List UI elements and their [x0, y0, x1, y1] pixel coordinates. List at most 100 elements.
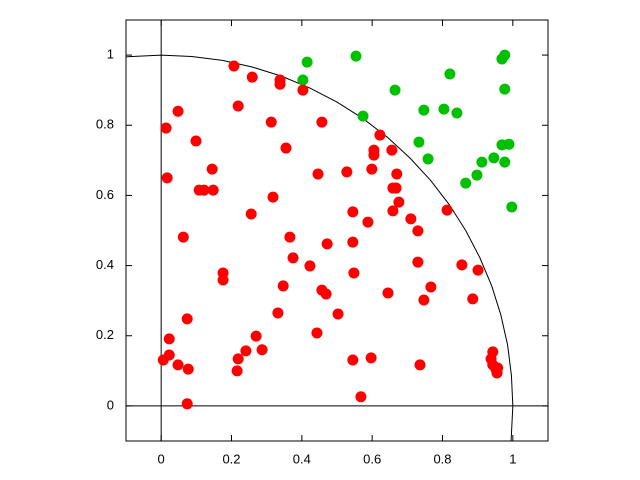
- point: [280, 142, 292, 154]
- point: [389, 84, 401, 96]
- point: [362, 216, 374, 228]
- point: [347, 354, 359, 366]
- point: [190, 135, 202, 147]
- point: [228, 60, 240, 72]
- point: [240, 345, 252, 357]
- point: [177, 231, 189, 243]
- point: [332, 308, 344, 320]
- point: [265, 116, 277, 128]
- point: [368, 149, 380, 161]
- point: [413, 136, 425, 148]
- x-tick-label: 0.4: [293, 451, 311, 466]
- point: [425, 281, 437, 293]
- point: [287, 252, 299, 264]
- point: [444, 68, 456, 80]
- point: [374, 129, 386, 141]
- point: [391, 168, 403, 180]
- point: [232, 353, 244, 365]
- plot-border: [125, 19, 549, 442]
- point: [499, 156, 511, 168]
- point: [311, 327, 323, 339]
- point: [181, 398, 193, 410]
- point: [386, 144, 398, 156]
- point: [217, 274, 229, 286]
- point: [499, 83, 511, 95]
- point: [297, 74, 309, 86]
- point: [382, 287, 394, 299]
- point: [267, 191, 279, 203]
- point: [355, 391, 367, 403]
- point: [181, 313, 193, 325]
- point: [321, 238, 333, 250]
- point: [172, 359, 184, 371]
- point: [341, 166, 353, 178]
- x-tick-label: 0.6: [363, 451, 381, 466]
- point: [467, 293, 479, 305]
- point: [472, 264, 484, 276]
- point: [198, 184, 210, 196]
- point: [422, 153, 434, 165]
- point: [405, 213, 417, 225]
- y-tick-label: 1: [107, 47, 114, 62]
- point: [347, 206, 359, 218]
- point: [414, 359, 426, 371]
- point: [412, 256, 424, 268]
- point: [441, 204, 453, 216]
- point: [476, 156, 488, 168]
- point: [250, 330, 262, 342]
- point: [231, 365, 243, 377]
- point: [304, 260, 316, 272]
- point: [207, 184, 219, 196]
- point: [256, 344, 268, 356]
- x-tick-label: 1: [509, 451, 516, 466]
- point: [357, 110, 369, 122]
- point: [471, 169, 483, 181]
- point: [503, 138, 515, 150]
- point: [160, 122, 172, 134]
- point: [418, 294, 430, 306]
- x-tick-label: 0.8: [433, 451, 451, 466]
- point: [246, 71, 258, 83]
- point: [496, 53, 508, 65]
- point: [277, 280, 289, 292]
- point: [161, 172, 173, 184]
- point: [456, 259, 468, 271]
- point: [232, 100, 244, 112]
- point: [206, 163, 218, 175]
- point: [418, 104, 430, 116]
- point: [163, 333, 175, 345]
- y-tick-label: 0.6: [96, 187, 114, 202]
- point: [393, 196, 405, 208]
- point: [412, 225, 424, 237]
- point: [387, 182, 399, 194]
- y-tick-label: 0: [107, 397, 114, 412]
- point: [350, 50, 362, 62]
- point: [492, 362, 504, 374]
- point: [182, 363, 194, 375]
- point: [157, 354, 169, 366]
- point: [312, 168, 324, 180]
- point: [438, 103, 450, 115]
- point: [506, 201, 518, 213]
- x-tick-label: 0.2: [222, 451, 240, 466]
- point: [451, 107, 463, 119]
- x-tick-label: 0: [158, 451, 165, 466]
- point: [245, 208, 257, 220]
- y-tick-label: 0.2: [96, 327, 114, 342]
- point: [284, 231, 296, 243]
- point: [272, 307, 284, 319]
- point: [320, 288, 332, 300]
- point: [387, 205, 399, 217]
- point: [460, 177, 472, 189]
- point: [297, 84, 309, 96]
- point: [488, 152, 500, 164]
- point: [172, 105, 184, 117]
- y-tick-label: 0.4: [96, 257, 114, 272]
- point: [366, 163, 378, 175]
- point: [347, 236, 359, 248]
- y-tick-label: 0.8: [96, 117, 114, 132]
- point: [274, 78, 286, 90]
